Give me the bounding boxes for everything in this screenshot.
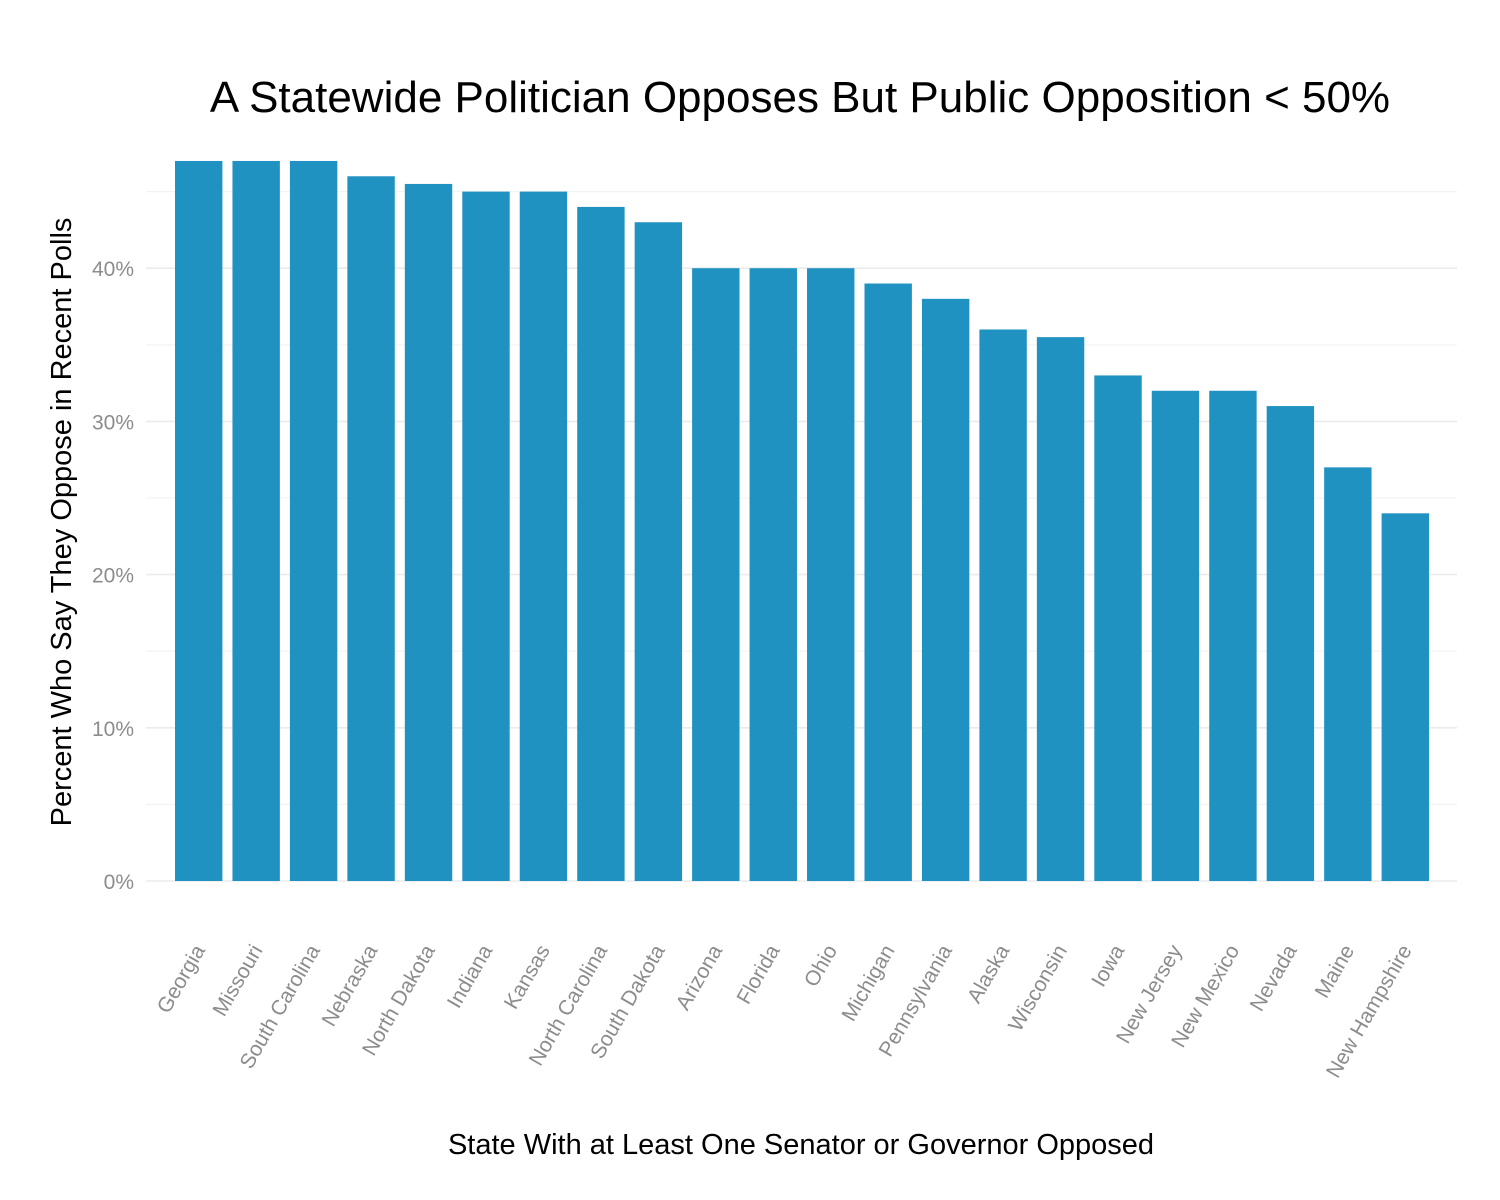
bar-florida	[749, 268, 797, 881]
bar-new-jersey	[1151, 390, 1200, 881]
x-tick-label: Michigan	[838, 941, 900, 1025]
bar-iowa	[1094, 375, 1142, 881]
chart-title: A Statewide Politician Opposes But Publi…	[210, 73, 1390, 122]
x-tick-label: Wisconsin	[1004, 941, 1072, 1035]
bar-south-carolina	[289, 160, 338, 881]
bar-ohio	[807, 268, 855, 881]
x-tick-label: Maine	[1311, 941, 1360, 1002]
bar-indiana	[462, 191, 510, 882]
x-tick-label: Kansas	[500, 941, 555, 1013]
x-tick-label: Nebraska	[318, 941, 383, 1031]
bar-michigan	[864, 283, 912, 881]
x-tick-label: Florida	[733, 941, 785, 1008]
x-tick-label: Nevada	[1246, 941, 1302, 1015]
x-tick-label: Georgia	[153, 941, 210, 1017]
y-tick-label: 30%	[92, 411, 134, 434]
x-tick-label: Ohio	[800, 941, 842, 991]
bar-pennsylvania	[921, 298, 970, 882]
bar-alaska	[979, 329, 1027, 882]
bar-new-hampshire	[1381, 513, 1429, 881]
x-axis-title: State With at Least One Senator or Gover…	[448, 1129, 1154, 1161]
bar-south-dakota	[634, 222, 683, 882]
bar-arizona	[692, 268, 740, 881]
y-tick-label: 20%	[92, 565, 134, 588]
x-tick-label: Arizona	[672, 941, 728, 1014]
bar-nevada	[1266, 406, 1315, 881]
bar-new-mexico	[1209, 390, 1257, 881]
bar-maine	[1324, 467, 1372, 881]
bar-nebraska	[347, 176, 395, 881]
bar-kansas	[519, 191, 568, 882]
bar-wisconsin	[1036, 337, 1085, 881]
bar-georgia	[175, 160, 223, 881]
x-tick-label: Iowa	[1087, 941, 1129, 991]
bar-north-dakota	[404, 183, 453, 881]
y-tick-label: 10%	[92, 718, 134, 741]
bars	[175, 160, 1429, 882]
x-tick-label: Indiana	[443, 941, 498, 1012]
y-axis-title: Percent Who Say They Oppose in Recent Po…	[46, 218, 78, 827]
x-tick-label: Alaska	[963, 941, 1015, 1007]
y-tick-labels: 0% 10% 20% 30% 40%	[92, 258, 134, 894]
bar-missouri	[232, 160, 280, 881]
x-tick-label: Missouri	[208, 941, 267, 1020]
y-tick-label: 0%	[104, 871, 134, 894]
gridlines	[146, 191, 1457, 882]
y-tick-label: 40%	[92, 258, 134, 281]
bar-north-carolina	[577, 206, 625, 882]
